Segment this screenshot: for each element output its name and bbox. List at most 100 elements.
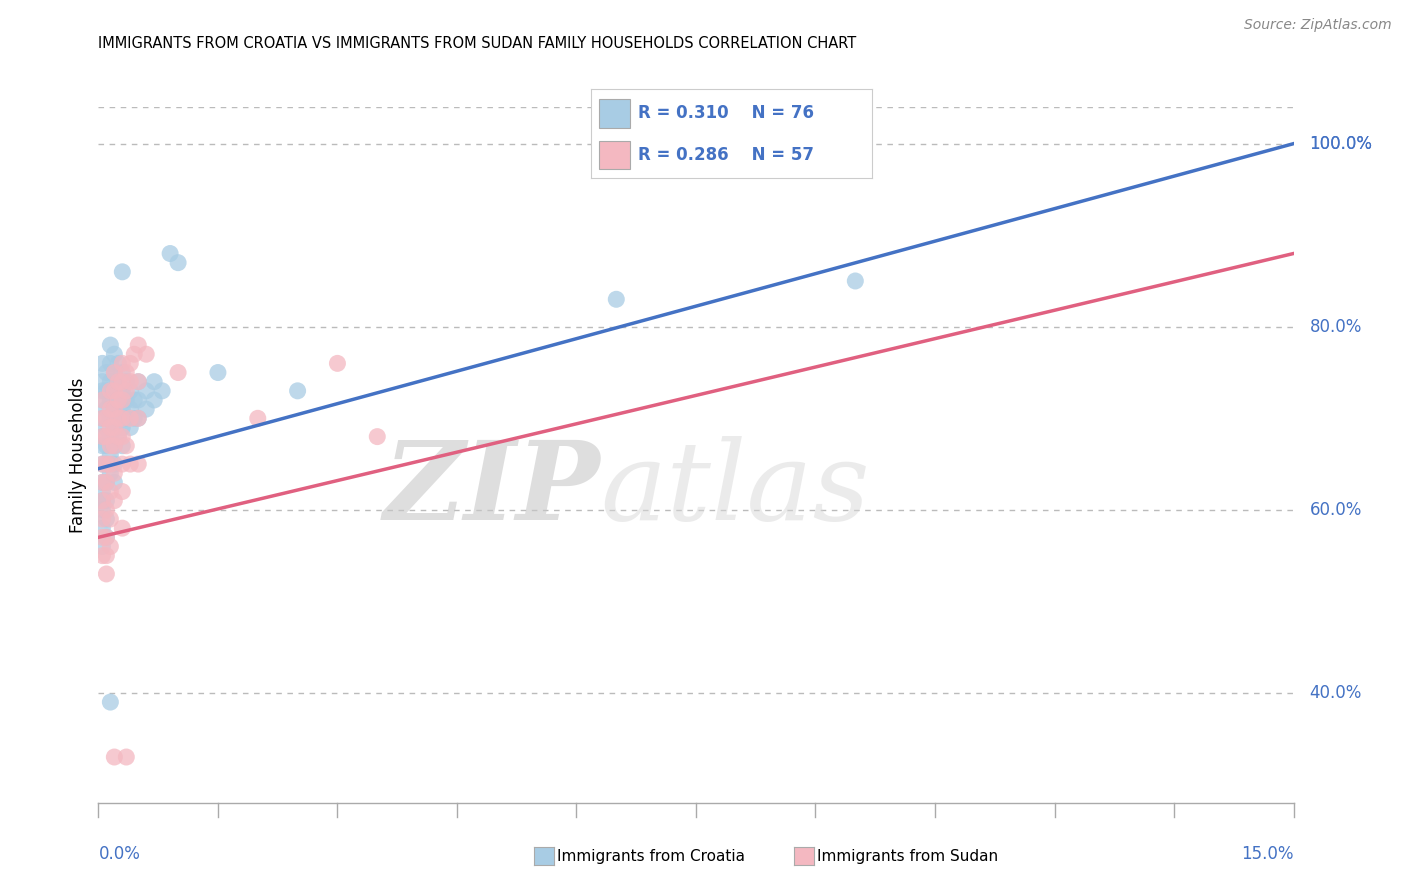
Point [103, 439, 125, 453]
Point [96, 512, 118, 526]
Point [103, 750, 125, 764]
Point [366, 429, 388, 443]
Point [98, 467, 122, 481]
Point [103, 366, 125, 380]
Point [91, 392, 114, 407]
Point [98, 384, 122, 398]
Point [111, 375, 134, 389]
Point [91, 429, 114, 443]
Point [96, 457, 118, 471]
Point [103, 493, 125, 508]
Point [150, 384, 173, 398]
Text: 80.0%: 80.0% [1309, 318, 1362, 335]
Point [107, 429, 129, 443]
Text: 100.0%: 100.0% [1309, 135, 1372, 153]
Point [96, 566, 118, 581]
Point [96, 439, 118, 453]
Point [120, 420, 142, 434]
Point [98, 429, 122, 443]
Point [111, 429, 134, 443]
Point [91, 375, 114, 389]
Point [605, 293, 627, 307]
Point [111, 356, 134, 370]
Y-axis label: Family Households: Family Households [69, 377, 87, 533]
Point [207, 366, 229, 380]
Point [91, 512, 114, 526]
Point [103, 347, 125, 361]
Point [96, 402, 118, 417]
Point [91, 475, 114, 490]
Point [287, 384, 309, 398]
Point [120, 375, 142, 389]
Point [98, 356, 122, 370]
Point [107, 411, 129, 425]
Point [98, 375, 122, 389]
Point [91, 540, 114, 554]
Point [115, 392, 138, 407]
Point [91, 549, 114, 563]
Point [135, 347, 157, 361]
Point [127, 338, 149, 352]
Point [103, 402, 125, 417]
Point [103, 366, 125, 380]
Point [98, 402, 122, 417]
Point [91, 503, 114, 517]
Point [91, 493, 114, 508]
Point [103, 420, 125, 434]
Point [111, 392, 134, 407]
Point [111, 439, 134, 453]
Point [120, 457, 142, 471]
Point [103, 384, 125, 398]
Point [98, 695, 122, 709]
Point [124, 392, 146, 407]
Point [115, 384, 138, 398]
Text: ZIP: ZIP [384, 436, 600, 543]
Point [103, 402, 125, 417]
Text: 60.0%: 60.0% [1309, 500, 1362, 519]
Point [103, 384, 125, 398]
Point [111, 411, 134, 425]
Bar [599, 141, 630, 169]
Point [96, 457, 118, 471]
Point [96, 530, 118, 544]
Text: Source: ZipAtlas.com: Source: ZipAtlas.com [1244, 18, 1392, 32]
Point [91, 356, 114, 370]
Point [127, 375, 149, 389]
Point [96, 475, 118, 490]
Point [124, 347, 146, 361]
Point [98, 411, 122, 425]
Point [127, 392, 149, 407]
Point [96, 475, 118, 490]
Point [103, 475, 125, 490]
Point [91, 392, 114, 407]
Point [91, 429, 114, 443]
Text: atlas: atlas [600, 436, 870, 543]
Point [111, 366, 134, 380]
Point [167, 255, 190, 269]
Point [96, 366, 118, 380]
Point [107, 375, 129, 389]
Text: 40.0%: 40.0% [1309, 684, 1362, 702]
Point [98, 439, 122, 453]
Point [127, 411, 149, 425]
Point [167, 366, 190, 380]
Point [91, 475, 114, 490]
Text: 15.0%: 15.0% [1241, 845, 1294, 863]
Point [96, 493, 118, 508]
Point [96, 549, 118, 563]
Point [96, 503, 118, 517]
Point [844, 274, 866, 288]
Text: 0.0%: 0.0% [98, 845, 141, 863]
Point [98, 448, 122, 462]
Text: R = 0.310    N = 76: R = 0.310 N = 76 [638, 104, 814, 122]
Point [98, 392, 122, 407]
Point [91, 493, 114, 508]
Point [326, 356, 349, 370]
Point [91, 521, 114, 535]
Point [91, 457, 114, 471]
Text: 100.0%: 100.0% [1309, 135, 1372, 153]
Point [98, 420, 122, 434]
Point [103, 420, 125, 434]
Point [96, 420, 118, 434]
Point [111, 384, 134, 398]
